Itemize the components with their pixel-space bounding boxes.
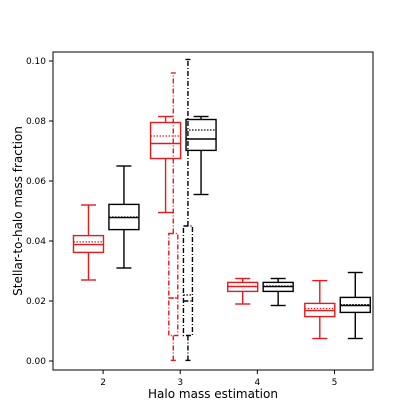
- y-tick-label: 0.02: [26, 297, 46, 307]
- box-body: [149, 121, 182, 160]
- box-body: [185, 118, 217, 152]
- box-0-3: [226, 277, 259, 305]
- box-body: [168, 232, 179, 337]
- x-tick-label: 2: [100, 378, 106, 388]
- box-0-4: [304, 279, 336, 340]
- x-tick-label: 5: [332, 378, 338, 388]
- box-1-4: [339, 271, 371, 340]
- y-tick-label: 0.10: [26, 57, 46, 67]
- box-0-1: [149, 115, 182, 214]
- x-axis-ticks: 2 3 4 5: [100, 370, 337, 388]
- x-axis-label: Halo mass estimation: [148, 387, 278, 401]
- y-tick-label: 0.00: [26, 357, 46, 367]
- box-1-1: [185, 115, 217, 196]
- box-0-2: [168, 72, 179, 362]
- box-0-0: [72, 204, 105, 281]
- y-tick-label: 0.06: [26, 177, 46, 187]
- y-axis-ticks: 0.00 0.02 0.04 0.06 0.08 0.10: [26, 57, 53, 367]
- y-tick-label: 0.04: [26, 237, 46, 247]
- box-1-3: [262, 277, 294, 307]
- box-1-2: [182, 58, 194, 362]
- y-tick-label: 0.08: [26, 117, 46, 127]
- plot-marks: [72, 58, 371, 362]
- y-axis-label: Stellar-to-halo mass fraction: [11, 126, 25, 296]
- x-tick-label: 3: [177, 378, 183, 388]
- x-tick-label: 4: [254, 378, 260, 388]
- box-1-0: [108, 165, 140, 269]
- box-body: [182, 225, 194, 337]
- plot-frame: [52, 51, 374, 371]
